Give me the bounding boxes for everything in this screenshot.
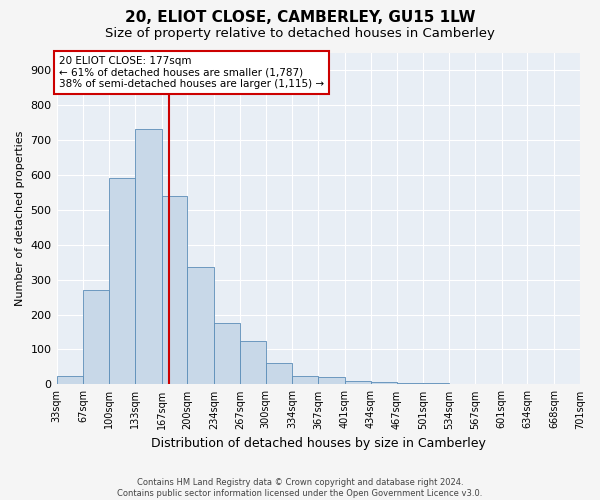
Bar [397, 382, 423, 384]
X-axis label: Distribution of detached houses by size in Camberley: Distribution of detached houses by size … [151, 437, 486, 450]
Bar [187, 268, 214, 384]
Bar [109, 178, 135, 384]
Bar [345, 381, 371, 384]
Text: 20, ELIOT CLOSE, CAMBERLEY, GU15 1LW: 20, ELIOT CLOSE, CAMBERLEY, GU15 1LW [125, 10, 475, 25]
Bar [292, 376, 318, 384]
Bar [318, 378, 345, 384]
Bar [161, 196, 187, 384]
Text: 20 ELIOT CLOSE: 177sqm
← 61% of detached houses are smaller (1,787)
38% of semi-: 20 ELIOT CLOSE: 177sqm ← 61% of detached… [59, 56, 324, 89]
Bar [83, 290, 109, 384]
Y-axis label: Number of detached properties: Number of detached properties [15, 131, 25, 306]
Bar [135, 130, 161, 384]
Bar [266, 364, 292, 384]
Text: Size of property relative to detached houses in Camberley: Size of property relative to detached ho… [105, 28, 495, 40]
Bar [240, 341, 266, 384]
Text: Contains HM Land Registry data © Crown copyright and database right 2024.
Contai: Contains HM Land Registry data © Crown c… [118, 478, 482, 498]
Bar [214, 324, 240, 384]
Bar [371, 382, 397, 384]
Bar [56, 376, 83, 384]
